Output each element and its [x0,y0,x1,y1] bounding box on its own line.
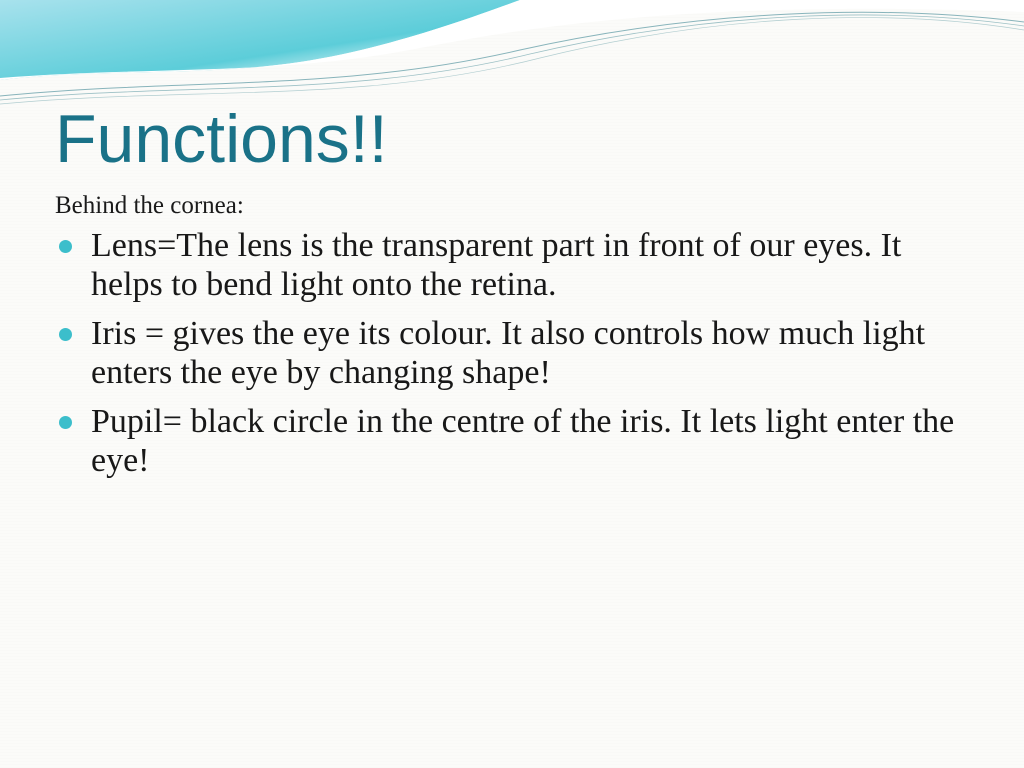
slide: Functions!! Behind the cornea: Lens=The … [0,0,1024,768]
list-item: Iris = gives the eye its colour. It also… [55,314,969,392]
list-item: Pupil= black circle in the centre of the… [55,402,969,480]
slide-subtitle: Behind the cornea: [55,192,969,220]
bullet-list: Lens=The lens is the transparent part in… [55,226,969,481]
slide-content: Functions!! Behind the cornea: Lens=The … [55,100,969,491]
slide-title: Functions!! [55,100,969,178]
list-item: Lens=The lens is the transparent part in… [55,226,969,304]
